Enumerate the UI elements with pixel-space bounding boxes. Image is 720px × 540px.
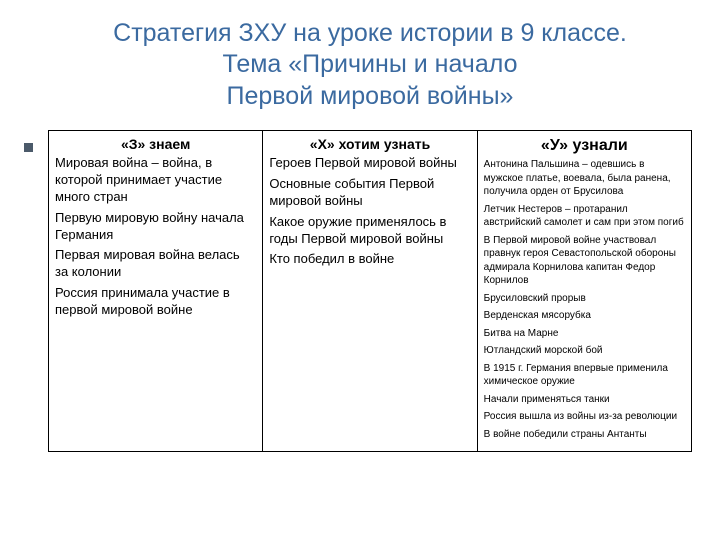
list-item: Кто победил в войне (269, 251, 470, 268)
list-item: Ютландский морской бой (484, 344, 685, 358)
col-want: «Х» хотим узнать Героев Первой мировой в… (263, 130, 477, 452)
col-head-know: «З» знаем (55, 135, 256, 153)
kwl-table: «З» знаем Мировая война – война, в котор… (48, 130, 692, 453)
table-row: «З» знаем Мировая война – война, в котор… (49, 130, 692, 452)
bullet-square-icon (24, 143, 33, 152)
title-line-2: Тема «Причины и начало (222, 50, 517, 78)
title-line-3: Первой мировой войны» (227, 82, 514, 110)
list-item: Россия вышла из войны из-за революции (484, 410, 685, 424)
list-item: Антонина Пальшина – одевшись в мужское п… (484, 158, 685, 199)
col-learned: «У» узнали Антонина Пальшина – одевшись … (477, 130, 691, 452)
slide: Стратегия ЗХУ на уроке истории в 9 класс… (0, 0, 720, 540)
list-item: В Первой мировой войне участвовал правну… (484, 234, 685, 288)
col-head-want: «Х» хотим узнать (269, 135, 470, 153)
col-know: «З» знаем Мировая война – война, в котор… (49, 130, 263, 452)
list-item: В 1915 г. Германия впервые применила хим… (484, 362, 685, 389)
list-item: Какое оружие применялось в годы Первой м… (269, 214, 470, 248)
list-item: Первую мировую войну начала Германия (55, 210, 256, 244)
list-item: Летчик Нестеров – протаранил австрийский… (484, 203, 685, 230)
list-item: Основные события Первой мировой войны (269, 176, 470, 210)
title-line-1: Стратегия ЗХУ на уроке истории в 9 класс… (113, 19, 627, 47)
list-item: Героев Первой мировой войны (269, 155, 470, 172)
list-item: Верденская мясорубка (484, 309, 685, 323)
list-item: Россия принимала участие в первой мирово… (55, 285, 256, 319)
list-item: Мировая война – война, в которой принима… (55, 155, 256, 206)
slide-title: Стратегия ЗХУ на уроке истории в 9 класс… (48, 18, 692, 112)
list-item: Первая мировая война велась за колонии (55, 247, 256, 281)
list-item: Начали применяться танки (484, 393, 685, 407)
list-item: Брусиловский прорыв (484, 292, 685, 306)
list-item: В войне победили страны Антанты (484, 428, 685, 442)
col-head-learned: «У» узнали (484, 135, 685, 157)
list-item: Битва на Марне (484, 327, 685, 341)
